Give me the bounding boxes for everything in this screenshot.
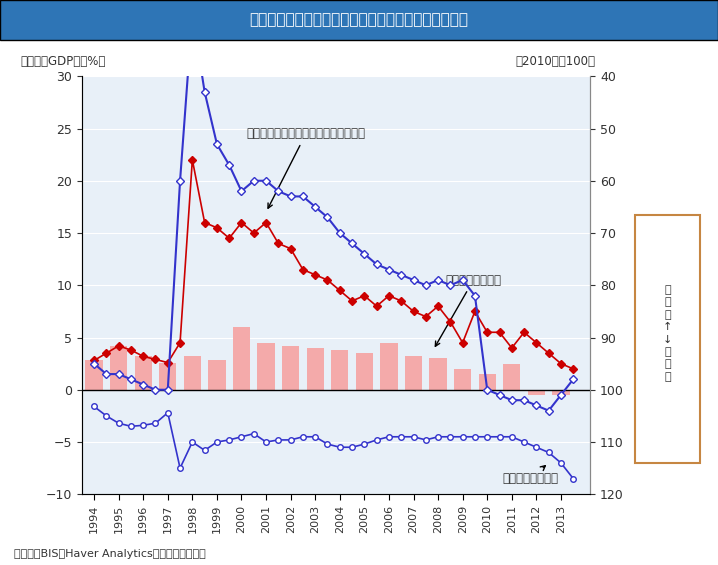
Bar	[479, 374, 496, 390]
Text: インドネシアの実質実効為替レートと国際収支の推移: インドネシアの実質実効為替レートと国際収支の推移	[249, 12, 469, 27]
Bar	[208, 360, 225, 390]
Text: ルビアの実質実効為替レート（右軸）: ルビアの実質実効為替レート（右軸）	[246, 127, 365, 208]
Text: 通
貨
安
↑
↓
通
貨
高: 通 貨 安 ↑ ↓ 通 貨 高	[663, 285, 673, 382]
Bar	[429, 358, 447, 390]
Bar	[233, 327, 250, 390]
Bar	[331, 350, 348, 390]
Text: （2010年＝100）: （2010年＝100）	[516, 55, 595, 68]
Bar	[503, 364, 521, 390]
Bar	[552, 390, 569, 395]
Bar	[355, 353, 373, 390]
Bar	[110, 346, 127, 390]
Text: （出所）BIS、Haver Analyticsより大和総研作成: （出所）BIS、Haver Analyticsより大和総研作成	[14, 549, 206, 559]
Bar	[307, 348, 324, 390]
Bar	[134, 357, 151, 390]
Text: 貿易収支（左軸）: 貿易収支（左軸）	[435, 273, 501, 346]
Bar	[258, 343, 275, 390]
Text: 経常収支（左軸）: 経常収支（左軸）	[502, 466, 558, 485]
Text: （対名目GDP比、%）: （対名目GDP比、%）	[21, 55, 106, 68]
Bar	[85, 360, 103, 390]
Bar	[381, 343, 398, 390]
Bar	[405, 357, 422, 390]
Bar	[454, 369, 471, 390]
Bar	[159, 363, 177, 390]
Bar	[184, 357, 201, 390]
Bar	[282, 346, 299, 390]
Bar	[528, 390, 545, 395]
